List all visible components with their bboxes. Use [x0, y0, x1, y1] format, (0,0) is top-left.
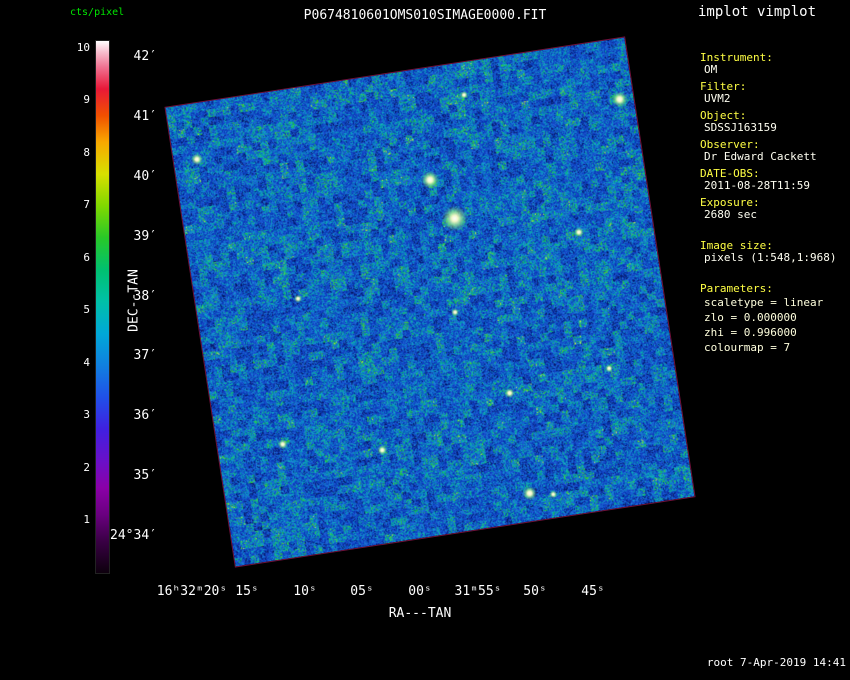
field-value: 2011-08-28T11:59 [700, 180, 848, 192]
field-value: 2680 sec [700, 209, 848, 221]
info-field-filter: Filter: UVM2 [700, 81, 848, 105]
field-value: SDSSJ163159 [700, 122, 848, 134]
colorbar-tick-label: 5 [58, 303, 90, 316]
field-value: Dr Edward Cackett [700, 151, 848, 163]
x-axis-label: RA---TAN [370, 606, 470, 621]
info-field-observer: Observer: Dr Edward Cackett [700, 139, 848, 163]
y-tick-label: 39′ [95, 230, 157, 244]
info-field-instrument: Instrument: OM [700, 52, 848, 76]
colorbar-tick-label: 10 [58, 41, 90, 54]
colorbar-tick-label: 3 [58, 408, 90, 421]
parameters-label: Parameters: [700, 283, 848, 295]
sky-image[interactable] [164, 36, 695, 567]
implot-window: P0674810601OMS010SIMAGE0000.FIT implot v… [0, 0, 850, 680]
y-tick-label: 35′ [95, 469, 157, 483]
parameter-line: zhi = 0.996000 [700, 325, 848, 340]
parameter-line: colourmap = 7 [700, 340, 848, 355]
y-tick-label: 36′ [95, 409, 157, 423]
field-value: pixels (1:548,1:968) [700, 252, 848, 264]
image-title: P0674810601OMS010SIMAGE0000.FIT [250, 8, 600, 23]
colorbar-units-label: cts/pixel [70, 7, 124, 18]
field-value: UVM2 [700, 93, 848, 105]
y-tick-label: 40′ [95, 170, 157, 184]
info-field-date-obs: DATE-OBS: 2011-08-28T11:59 [700, 168, 848, 192]
info-field-exposure: Exposure: 2680 sec [700, 197, 848, 221]
x-tick-label: 45ˢ [548, 584, 638, 599]
info-panel: Instrument: OM Filter: UVM2 Object: SDSS… [700, 52, 848, 360]
y-tick-label: 38′ [95, 290, 157, 304]
y-tick-label: 41′ [95, 110, 157, 124]
info-field-object: Object: SDSSJ163159 [700, 110, 848, 134]
field-value: OM [700, 64, 848, 76]
colorbar-tick-label: 7 [58, 198, 90, 211]
colorbar-tick-label: 2 [58, 461, 90, 474]
y-tick-label: 42′ [95, 50, 157, 64]
y-tick-label: 37′ [95, 349, 157, 363]
field-label: Instrument: [700, 52, 848, 64]
y-tick-label: 24°34′ [95, 529, 157, 543]
parameter-line: scaletype = linear [700, 295, 848, 310]
colorbar-tick-label: 1 [58, 513, 90, 526]
colorbar-tick-label: 9 [58, 93, 90, 106]
colorbar-tick-label: 4 [58, 356, 90, 369]
info-field-image-size: Image size: pixels (1:548,1:968) [700, 240, 848, 264]
status-footer: root 7-Apr-2019 14:41 [690, 656, 846, 669]
parameter-line: zlo = 0.000000 [700, 310, 848, 325]
colorbar-tick-label: 6 [58, 251, 90, 264]
app-title: implot vimplot [698, 4, 816, 20]
colorbar-tick-label: 8 [58, 146, 90, 159]
info-parameters: Parameters: scaletype = linear zlo = 0.0… [700, 283, 848, 355]
